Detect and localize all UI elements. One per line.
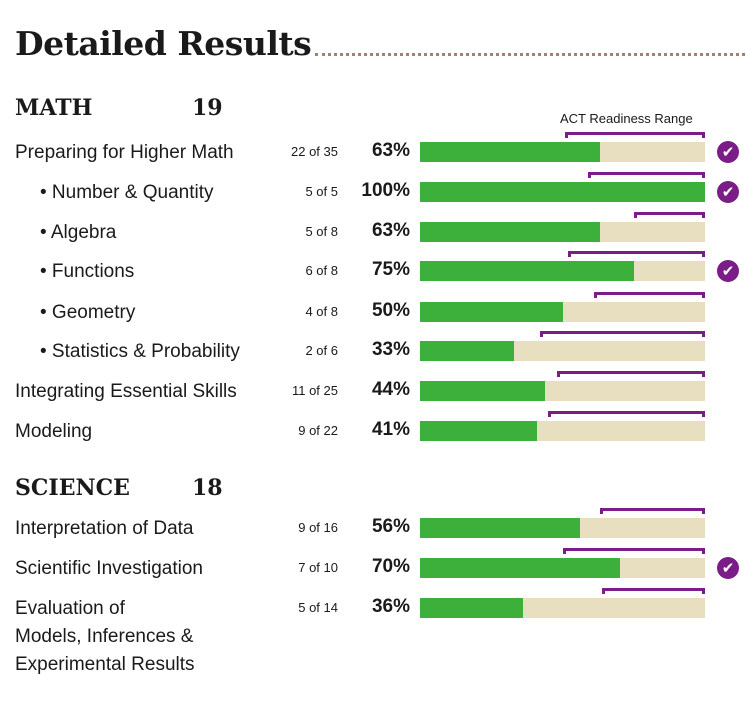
section-score: 18 — [192, 475, 223, 501]
readiness-range-bracket — [593, 292, 705, 298]
readiness-range-label: ACT Readiness Range — [560, 111, 693, 126]
check-circle-icon: ✔ — [717, 557, 739, 579]
bar-fill — [420, 222, 600, 242]
row-percent: 100% — [361, 180, 410, 201]
readiness-range-bracket — [633, 212, 705, 218]
readiness-range-bracket — [565, 132, 705, 138]
row-label: Interpretation of Data — [15, 518, 194, 539]
row-count: 4 of 8 — [305, 304, 338, 319]
row-count: 9 of 16 — [298, 520, 338, 535]
bar-fill — [420, 341, 515, 361]
bar-track — [420, 421, 705, 441]
bar-fill — [420, 421, 537, 441]
bar-track — [420, 302, 705, 322]
check-circle-icon: ✔ — [717, 141, 739, 163]
row-percent: 63% — [371, 140, 410, 161]
row-count: 6 of 8 — [305, 263, 338, 278]
section-name: MATH — [15, 95, 93, 121]
bar-fill — [420, 598, 523, 618]
bar-track — [420, 518, 705, 538]
readiness-range-bracket — [539, 331, 705, 337]
section-score: 19 — [192, 95, 223, 121]
bar-fill — [420, 302, 563, 322]
row-count: 22 of 35 — [291, 144, 338, 159]
bar-fill — [420, 558, 620, 578]
row-label: Modeling — [15, 421, 93, 442]
bar-track — [420, 222, 705, 242]
bar-fill — [420, 261, 634, 281]
row-label: Scientific Investigation — [15, 558, 203, 579]
bar-track — [420, 381, 705, 401]
row-percent: 41% — [371, 419, 410, 440]
row-percent: 63% — [371, 220, 410, 241]
row-count: 5 of 5 — [305, 184, 338, 199]
row-percent: 70% — [371, 556, 410, 577]
row-count: 11 of 25 — [291, 383, 338, 398]
row-label: • Functions — [40, 261, 135, 282]
row-label: • Algebra — [40, 222, 117, 243]
title-dotted-rule — [315, 53, 745, 56]
row-percent: 36% — [371, 596, 410, 617]
section-name: SCIENCE — [15, 475, 130, 501]
page-title: Detailed Results — [15, 24, 312, 63]
bar-track — [420, 558, 705, 578]
check-circle-icon: ✔ — [717, 181, 739, 203]
row-count: 2 of 6 — [305, 343, 338, 358]
row-percent: 56% — [371, 516, 410, 537]
bar-track — [420, 142, 705, 162]
readiness-range-bracket — [599, 508, 705, 514]
readiness-range-bracket — [556, 371, 705, 377]
row-label: Preparing for Higher Math — [15, 142, 234, 163]
bar-track — [420, 598, 705, 618]
row-label: • Number & Quantity — [40, 182, 214, 203]
row-count: 7 of 10 — [298, 560, 338, 575]
row-label: Integrating Essential Skills — [15, 381, 237, 402]
bar-fill — [420, 182, 705, 202]
bar-fill — [420, 381, 546, 401]
bar-fill — [420, 518, 580, 538]
bar-track — [420, 261, 705, 281]
readiness-range-bracket — [588, 172, 705, 178]
row-label: Evaluation of Models, Inferences & Experim… — [15, 598, 195, 675]
row-percent: 75% — [371, 259, 410, 280]
row-label: • Statistics & Probability — [40, 341, 240, 362]
row-count: 5 of 8 — [305, 224, 338, 239]
row-percent: 50% — [371, 300, 410, 321]
row-percent: 44% — [371, 379, 410, 400]
bar-track — [420, 182, 705, 202]
row-percent: 33% — [371, 339, 410, 360]
check-circle-icon: ✔ — [717, 260, 739, 282]
row-count: 9 of 22 — [298, 423, 338, 438]
bar-track — [420, 341, 705, 361]
bar-fill — [420, 142, 600, 162]
readiness-range-bracket — [548, 411, 705, 417]
readiness-range-bracket — [562, 548, 705, 554]
row-count: 5 of 14 — [298, 600, 338, 615]
readiness-range-bracket — [568, 251, 705, 257]
row-label: • Geometry — [40, 302, 136, 323]
readiness-range-bracket — [602, 588, 705, 594]
